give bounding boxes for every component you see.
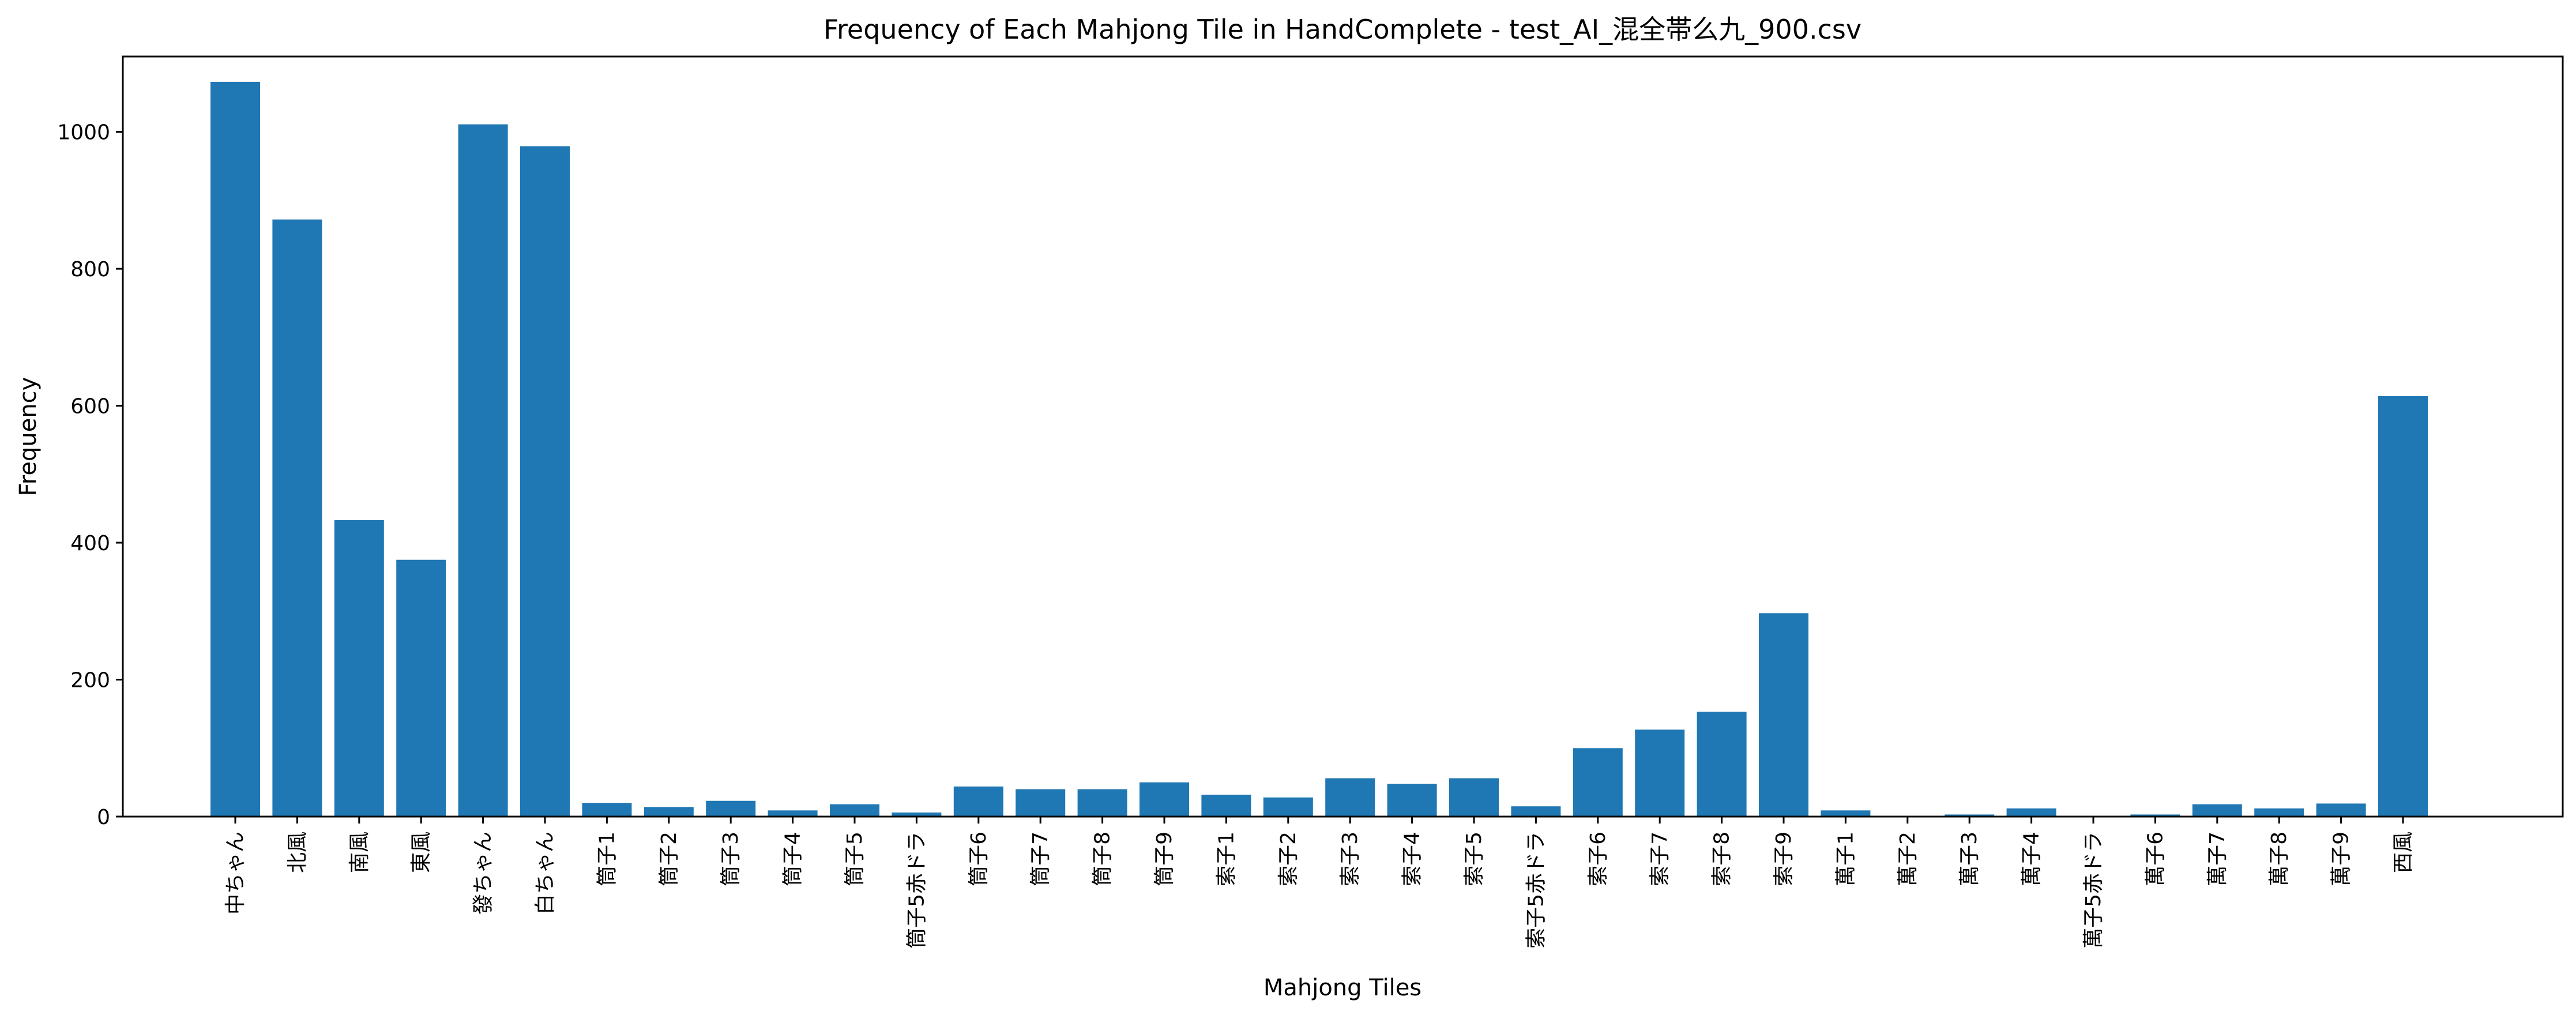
x-tick-label-7: 筒子2 [657, 832, 681, 886]
plot-frame [122, 55, 2564, 818]
bar-28 [1945, 814, 1995, 817]
y-tick-label-3: 600 [70, 395, 110, 419]
bar-16 [1201, 795, 1251, 817]
x-tick-label-25: 索子9 [1772, 832, 1796, 886]
bar-7 [644, 807, 694, 817]
x-tick-label-33: 萬子8 [2267, 832, 2291, 886]
bar-33 [2254, 808, 2304, 817]
y-tick-label-5: 1000 [57, 121, 110, 145]
x-tick-label-26: 萬子1 [1834, 832, 1857, 886]
bar-0 [210, 81, 260, 817]
bar-21 [1511, 806, 1561, 817]
x-tick-label-3: 東風 [409, 832, 433, 873]
bar-20 [1449, 778, 1499, 817]
x-tick-label-22: 索子6 [1586, 832, 1610, 886]
x-tick-label-5: 白ちゃん [533, 832, 557, 915]
x-tick-label-1: 北風 [285, 832, 309, 873]
bar-8 [706, 800, 756, 817]
bar-18 [1325, 778, 1375, 817]
x-tick-label-19: 索子4 [1401, 832, 1424, 886]
x-tick-label-9: 筒子4 [781, 832, 805, 886]
x-tick-label-0: 中ちゃん [224, 832, 247, 915]
bar-1 [272, 219, 322, 817]
x-tick-label-15: 筒子9 [1153, 832, 1176, 886]
bar-23 [1635, 730, 1685, 817]
y-tick-label-2: 400 [70, 532, 110, 555]
x-tick-label-32: 萬子7 [2206, 832, 2229, 886]
x-tick-label-24: 索子8 [1710, 832, 1734, 886]
y-axis: 0 200 400 600 800 1000 [57, 121, 123, 829]
bar-15 [1140, 782, 1189, 817]
bar-10 [830, 804, 879, 817]
x-tick-label-8: 筒子3 [719, 832, 743, 886]
bar-32 [2192, 804, 2242, 817]
bar-14 [1077, 789, 1127, 817]
y-tick-label-4: 800 [70, 258, 110, 281]
bar-12 [953, 786, 1003, 817]
x-tick-label-21: 索子5赤ドラ [1524, 832, 1548, 949]
x-tick-label-11: 筒子5赤ドラ [905, 832, 928, 949]
x-tick-label-27: 萬子2 [1896, 832, 1920, 886]
bar-19 [1387, 784, 1437, 817]
bar-9 [768, 810, 818, 817]
bar-3 [396, 559, 446, 817]
x-tick-label-12: 筒子6 [967, 832, 991, 886]
bar-6 [582, 803, 632, 817]
x-tick-label-35: 西風 [2391, 832, 2415, 873]
y-tick-label-1: 200 [70, 669, 110, 693]
x-tick-label-10: 筒子5 [843, 832, 867, 886]
bar-35 [2378, 396, 2428, 817]
y-axis-label: Frequency [15, 377, 42, 497]
bar-31 [2130, 814, 2180, 817]
bar-13 [1016, 789, 1066, 817]
x-tick-label-18: 索子3 [1338, 832, 1362, 886]
x-axis: 中ちゃん 北風 南風 東風 發ちゃん 白ちゃん 筒子1 筒子2 筒子3 筒子4 筒子5 筒子5赤ドラ 筒… [224, 817, 2415, 949]
bar-25 [1759, 613, 1808, 817]
bars-group [210, 81, 2428, 817]
bar-5 [520, 146, 570, 817]
x-tick-label-28: 萬子3 [1958, 832, 1981, 886]
bar-29 [2006, 808, 2056, 817]
x-tick-label-20: 索子5 [1462, 832, 1486, 886]
bar-4 [458, 124, 508, 817]
x-tick-label-6: 筒子1 [595, 832, 619, 886]
bar-11 [892, 812, 942, 817]
chart-title: Frequency of Each Mahjong Tile in HandCo… [823, 14, 1862, 45]
x-tick-label-31: 萬子6 [2143, 832, 2167, 886]
x-tick-label-13: 筒子7 [1029, 832, 1052, 886]
x-axis-label: Mahjong Tiles [1263, 975, 1421, 1001]
bar-17 [1263, 797, 1313, 817]
x-tick-label-16: 索子1 [1214, 832, 1238, 886]
bar-22 [1573, 748, 1623, 817]
x-tick-label-29: 萬子4 [2020, 832, 2044, 886]
bar-34 [2316, 803, 2366, 817]
x-tick-label-4: 發ちゃん [472, 832, 495, 915]
x-tick-label-14: 筒子8 [1091, 832, 1115, 886]
bar-2 [334, 520, 384, 817]
x-tick-label-34: 萬子9 [2330, 832, 2353, 886]
x-tick-label-23: 索子7 [1648, 832, 1672, 886]
x-tick-label-17: 索子2 [1277, 832, 1300, 886]
x-tick-label-2: 南風 [348, 832, 371, 873]
bar-24 [1697, 712, 1747, 817]
bar-26 [1821, 810, 1871, 817]
x-tick-label-30: 萬子5赤ドラ [2082, 832, 2105, 949]
y-tick-label-0: 0 [97, 806, 110, 829]
